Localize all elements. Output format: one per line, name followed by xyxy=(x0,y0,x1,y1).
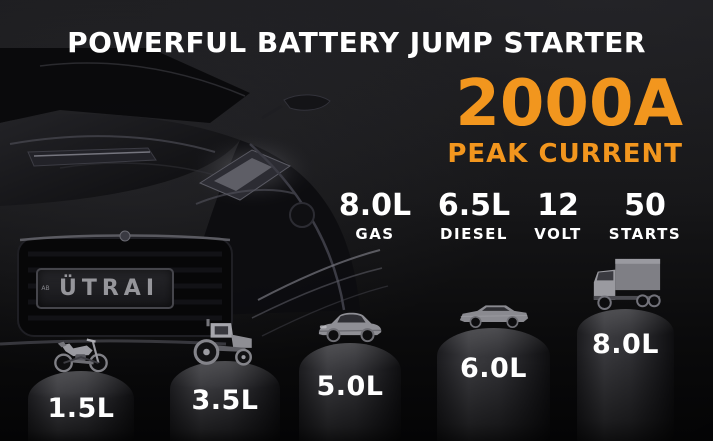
pedestal-1-5l: 1.5L xyxy=(28,338,134,441)
spec-gas-value: 8.0L xyxy=(338,188,412,223)
pedestal-8-0l: 8.0L xyxy=(577,258,674,441)
spec-starts: 50 STARTS xyxy=(609,190,681,243)
pedestal-label: 1.5L xyxy=(47,393,115,424)
pedestal-label: 6.0L xyxy=(459,353,528,384)
pedestal-label: 3.5L xyxy=(191,385,259,416)
spec-diesel-value: 6.5L xyxy=(437,188,511,223)
spec-gas-label: GAS xyxy=(355,224,395,243)
box-truck-icon xyxy=(593,258,661,310)
motorcycle-icon xyxy=(54,338,108,373)
license-plate: AB ÜTRAI xyxy=(36,268,174,309)
sedan-car-icon xyxy=(459,305,528,328)
spec-starts-value: 50 xyxy=(624,188,666,223)
spec-diesel: 6.5L DIESEL xyxy=(438,190,510,243)
spec-starts-label: STARTS xyxy=(608,224,682,243)
spec-volt-label: VOLT xyxy=(534,224,582,243)
spec-volt: 12 VOLT xyxy=(534,190,581,243)
spec-diesel-label: DIESEL xyxy=(440,224,508,243)
side-mirror xyxy=(283,94,331,111)
headline: POWERFUL BATTERY JUMP STARTER xyxy=(67,26,646,59)
spec-volt-value: 12 xyxy=(537,188,579,223)
suv-car-icon xyxy=(318,312,382,343)
peak-current-value: 2000A xyxy=(455,67,683,141)
pedestal-label: 5.0L xyxy=(316,371,384,402)
tractor-icon xyxy=(193,319,252,366)
pedestal-6-0l: 6.0L xyxy=(437,305,550,441)
brand-logo: ÜTRAI xyxy=(58,276,160,301)
pedestal-label: 8.0L xyxy=(591,329,660,360)
pedestal-5-0l: 5.0L xyxy=(299,312,401,441)
peak-current-block: 2000A PEAK CURRENT xyxy=(447,72,683,169)
peak-current-label: PEAK CURRENT xyxy=(447,139,683,169)
pedestal-3-5l: 3.5L xyxy=(170,319,280,441)
spec-gas: 8.0L GAS xyxy=(339,190,411,243)
plate-band: AB xyxy=(41,284,50,292)
